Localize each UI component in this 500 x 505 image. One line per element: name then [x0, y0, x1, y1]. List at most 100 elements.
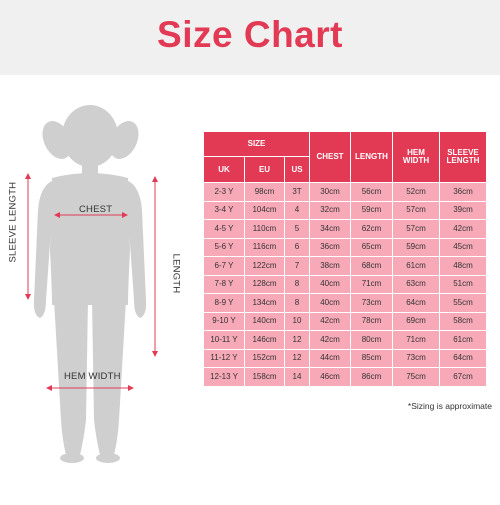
table-row: 8-9 Y 134cm 8 40cm 73cm 64cm 55cm — [203, 293, 487, 313]
table-cell: 128cm — [244, 274, 285, 294]
table-cell: 57cm — [392, 219, 440, 239]
table-cell: 59cm — [350, 200, 393, 220]
table-cell: 73cm — [350, 293, 393, 313]
child-silhouette-icon — [25, 105, 158, 463]
table-cell: 12 — [284, 330, 310, 350]
table-cell: 110cm — [244, 219, 285, 239]
size-chart-table: SIZE CHEST LENGTH HEM WIDTH SLEEVE LENGT… — [203, 131, 487, 387]
table-cell: 3T — [284, 182, 310, 202]
hem-width-label: HEM WIDTH — [64, 371, 121, 382]
table-cell: 75cm — [392, 367, 440, 387]
size-group-header: SIZE — [203, 131, 310, 157]
table-cell: 5-6 Y — [203, 237, 245, 257]
table-row: 2-3 Y 98cm 3T 30cm 56cm 52cm 36cm — [203, 182, 487, 202]
table-cell: 152cm — [244, 348, 285, 368]
table-cell: 45cm — [439, 237, 487, 257]
table-cell: 51cm — [439, 274, 487, 294]
table-cell: 55cm — [439, 293, 487, 313]
table-cell: 61cm — [439, 330, 487, 350]
table-cell: 73cm — [392, 348, 440, 368]
table-cell: 36cm — [439, 182, 487, 202]
table-cell: 3-4 Y — [203, 200, 245, 220]
table-row: 7-8 Y 128cm 8 40cm 71cm 63cm 51cm — [203, 274, 487, 294]
table-cell: 10 — [284, 311, 310, 331]
table-cell: 14 — [284, 367, 310, 387]
table-cell: 12-13 Y — [203, 367, 245, 387]
table-row: 3-4 Y 104cm 4 32cm 59cm 57cm 39cm — [203, 200, 487, 220]
table-cell: 8 — [284, 293, 310, 313]
length-header: LENGTH — [350, 131, 393, 183]
chest-label: CHEST — [79, 204, 113, 215]
table-cell: 6 — [284, 237, 310, 257]
sleeve-length-label: SLEEVE LENGTH — [7, 181, 19, 263]
length-label: LENGTH — [170, 253, 182, 294]
table-cell: 40cm — [309, 274, 351, 294]
table-cell: 86cm — [350, 367, 393, 387]
table-cell: 116cm — [244, 237, 285, 257]
header-bar: Size Chart — [0, 0, 500, 75]
table-cell: 158cm — [244, 367, 285, 387]
table-cell: 63cm — [392, 274, 440, 294]
table-cell: 42cm — [309, 330, 351, 350]
table-cell: 80cm — [350, 330, 393, 350]
table-cell: 134cm — [244, 293, 285, 313]
table-cell: 71cm — [392, 330, 440, 350]
table-cell: 69cm — [392, 311, 440, 331]
size-table-body: 2-3 Y 98cm 3T 30cm 56cm 52cm 36cm 3-4 Y 104cm 4 32… — [203, 182, 487, 387]
hem-width-header: HEM WIDTH — [392, 131, 440, 183]
table-cell: 44cm — [309, 348, 351, 368]
table-cell: 32cm — [309, 200, 351, 220]
table-cell: 8 — [284, 274, 310, 294]
table-cell: 6-7 Y — [203, 256, 245, 276]
table-cell: 122cm — [244, 256, 285, 276]
uk-header: UK — [203, 156, 245, 183]
table-cell: 30cm — [309, 182, 351, 202]
table-row: 5-6 Y 116cm 6 36cm 65cm 59cm 45cm — [203, 237, 487, 257]
table-cell: 34cm — [309, 219, 351, 239]
table-cell: 58cm — [439, 311, 487, 331]
table-cell: 36cm — [309, 237, 351, 257]
table-cell: 85cm — [350, 348, 393, 368]
eu-header: EU — [244, 156, 285, 183]
table-cell: 5 — [284, 219, 310, 239]
table-cell: 67cm — [439, 367, 487, 387]
table-cell: 8-9 Y — [203, 293, 245, 313]
table-cell: 48cm — [439, 256, 487, 276]
table-cell: 38cm — [309, 256, 351, 276]
sizing-note: *Sizing is approximate — [407, 401, 492, 411]
table-cell: 7 — [284, 256, 310, 276]
table-cell: 57cm — [392, 200, 440, 220]
table-cell: 42cm — [309, 311, 351, 331]
table-row: 11-12 Y 152cm 12 44cm 85cm 73cm 64cm — [203, 348, 487, 368]
table-cell: 7-8 Y — [203, 274, 245, 294]
table-cell: 4-5 Y — [203, 219, 245, 239]
sleeve-length-header: SLEEVE LENGTH — [439, 131, 487, 183]
table-cell: 61cm — [392, 256, 440, 276]
table-row: 10-11 Y 146cm 12 42cm 80cm 71cm 61cm — [203, 330, 487, 350]
page-title: Size Chart — [157, 14, 343, 55]
table-row: 4-5 Y 110cm 5 34cm 62cm 57cm 42cm — [203, 219, 487, 239]
table-cell: 64cm — [392, 293, 440, 313]
table-cell: 9-10 Y — [203, 311, 245, 331]
table-cell: 78cm — [350, 311, 393, 331]
table-cell: 65cm — [350, 237, 393, 257]
table-cell: 140cm — [244, 311, 285, 331]
table-row: 12-13 Y 158cm 14 46cm 86cm 75cm 67cm — [203, 367, 487, 387]
table-cell: 4 — [284, 200, 310, 220]
table-cell: 62cm — [350, 219, 393, 239]
table-cell: 46cm — [309, 367, 351, 387]
table-cell: 42cm — [439, 219, 487, 239]
table-cell: 2-3 Y — [203, 182, 245, 202]
table-cell: 98cm — [244, 182, 285, 202]
table-cell: 11-12 Y — [203, 348, 245, 368]
table-cell: 64cm — [439, 348, 487, 368]
us-header: US — [284, 156, 310, 183]
table-cell: 104cm — [244, 200, 285, 220]
chest-header: CHEST — [309, 131, 351, 183]
table-cell: 10-11 Y — [203, 330, 245, 350]
table-cell: 12 — [284, 348, 310, 368]
table-row: 6-7 Y 122cm 7 38cm 68cm 61cm 48cm — [203, 256, 487, 276]
table-cell: 40cm — [309, 293, 351, 313]
table-cell: 39cm — [439, 200, 487, 220]
table-cell: 146cm — [244, 330, 285, 350]
